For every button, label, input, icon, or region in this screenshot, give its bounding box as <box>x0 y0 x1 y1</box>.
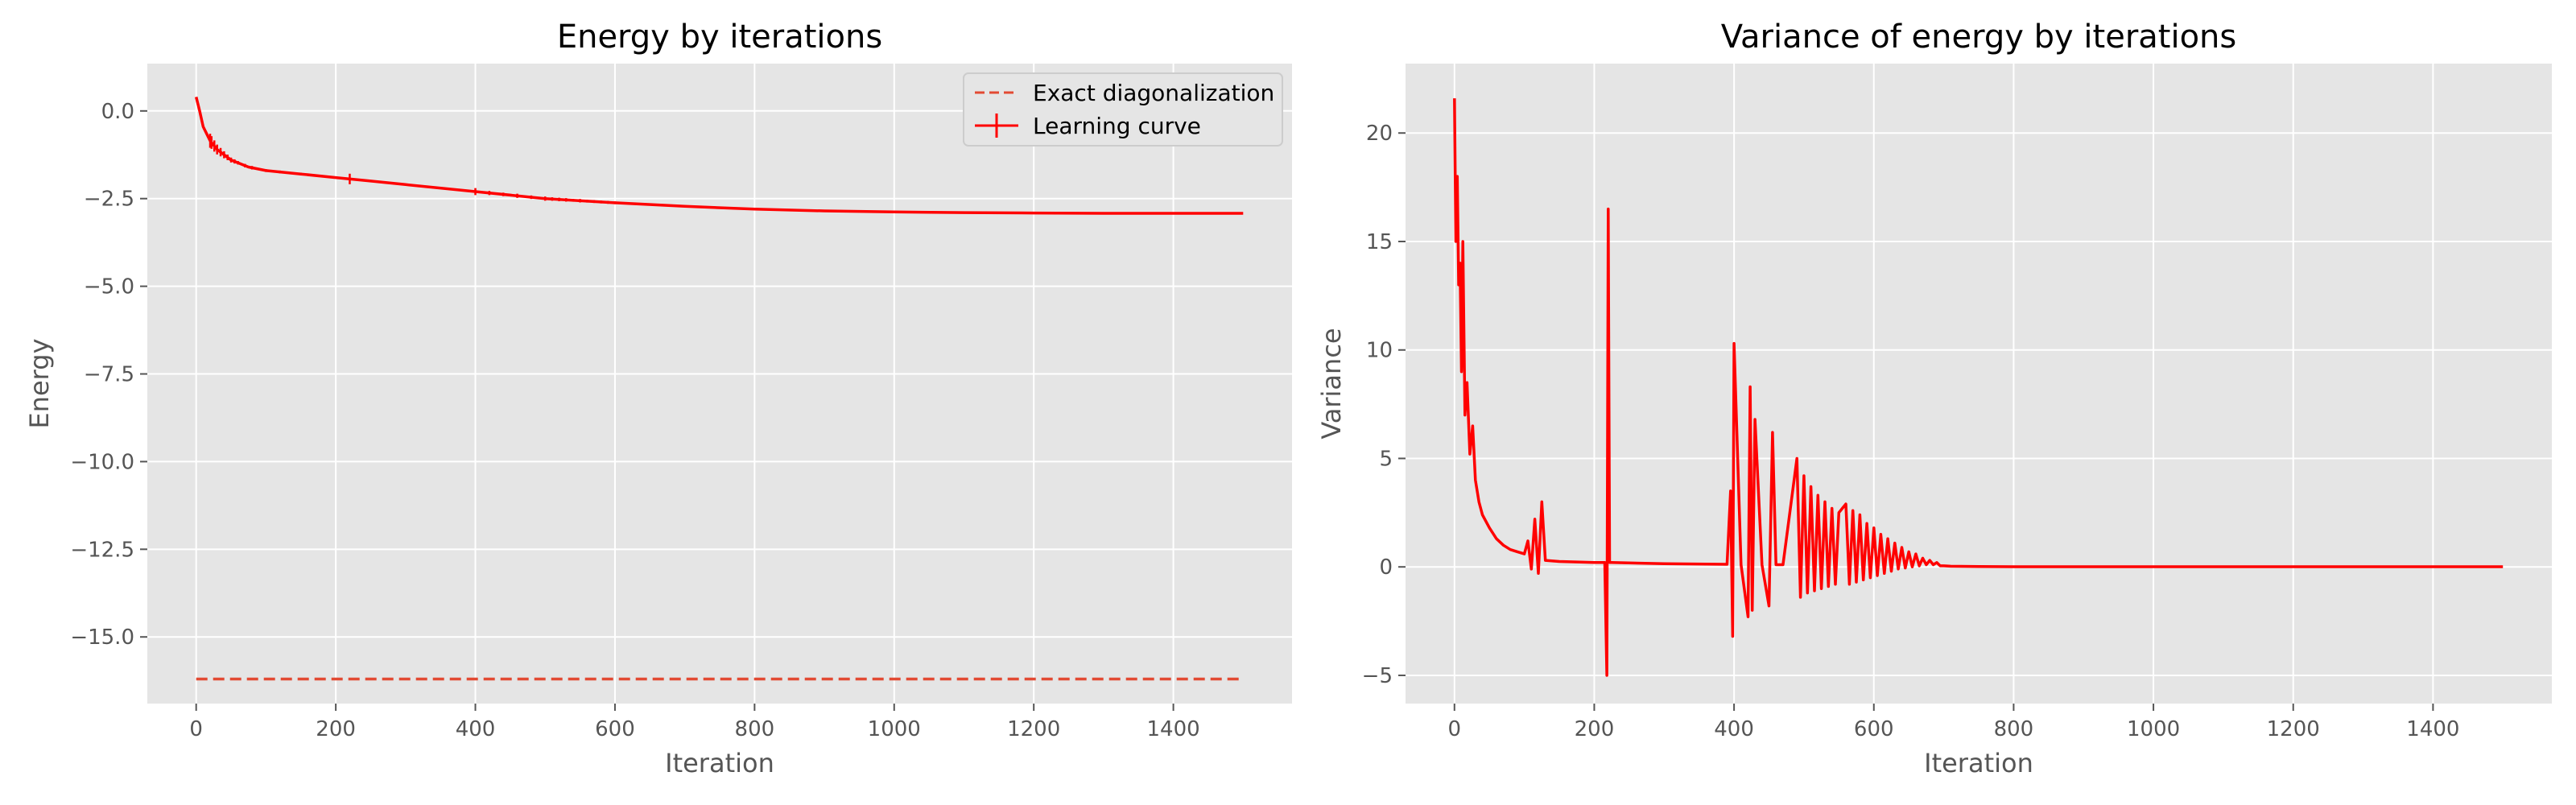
y-tick-label: 20 <box>1366 122 1393 146</box>
energy-series <box>195 96 1244 681</box>
x-tick-label: 800 <box>1994 717 2034 741</box>
series-line-variance <box>1453 98 2504 677</box>
y-tick-label: −5 <box>1362 664 1393 688</box>
x-tick-label: 0 <box>189 717 203 741</box>
energy-chart-title: Energy by iterations <box>557 19 882 56</box>
energy-x-axis-label: Iteration <box>665 748 774 778</box>
y-tick-label: 0.0 <box>101 100 134 124</box>
y-tick-label: −15.0 <box>70 625 134 650</box>
y-tick-label: 0 <box>1379 555 1393 580</box>
y-tick-label: 5 <box>1379 447 1393 471</box>
energy-grid <box>147 64 1292 704</box>
x-tick-label: 1000 <box>868 717 921 741</box>
y-tick-label: 15 <box>1366 230 1393 254</box>
x-tick-label: 600 <box>595 717 635 741</box>
x-tick-label: 0 <box>1448 717 1462 741</box>
x-tick-label: 400 <box>456 717 496 741</box>
energy-y-axis-label: Energy <box>24 338 55 428</box>
variance-chart-title: Variance of energy by iterations <box>1721 19 2236 56</box>
x-tick-label: 800 <box>735 717 775 741</box>
energy-ticks: 0 200 400 600 800 1000 1200 1400 0.0 −2.5 −5.0 −7.5… <box>70 100 1199 741</box>
legend-box <box>963 72 1283 147</box>
x-tick-label: 400 <box>1714 717 1754 741</box>
x-tick-label: 200 <box>316 717 356 741</box>
x-tick-label: 1200 <box>1007 717 1060 741</box>
y-tick-label: −7.5 <box>84 363 134 387</box>
variance-y-axis-label: Variance <box>1316 328 1347 439</box>
y-tick-label: −5.0 <box>84 275 134 299</box>
y-tick-label: −2.5 <box>84 188 134 212</box>
legend-label-exact-diagonalization: Exact diagonalization <box>1033 80 1274 106</box>
variance-ticks: 0 200 400 600 800 1000 1200 1400 20 15 10 5 0 −5 <box>1362 122 2460 741</box>
y-tick-label: −12.5 <box>70 538 134 562</box>
series-line-learning-curve <box>195 96 1244 215</box>
variance-plot-background <box>1406 64 2552 704</box>
energy-panel: 0 200 400 600 800 1000 1200 1400 0.0 −2.5 −5.0 −7.5… <box>24 19 1292 778</box>
variance-panel: 0 200 400 600 800 1000 1200 1400 20 15 10 5 0 −5 Vari… <box>1316 19 2552 778</box>
x-tick-label: 1400 <box>1147 717 1200 741</box>
x-tick-label: 200 <box>1575 717 1615 741</box>
x-tick-label: 1000 <box>2127 717 2180 741</box>
energy-plot-background <box>147 64 1292 704</box>
energy-legend: Exact diagonalization Learning curve <box>963 72 1283 147</box>
variance-x-axis-label: Iteration <box>1924 748 2033 778</box>
variance-series <box>1453 98 2504 677</box>
y-tick-label: −10.0 <box>70 450 134 474</box>
y-tick-label: 10 <box>1366 339 1393 363</box>
x-tick-label: 1200 <box>2267 717 2320 741</box>
x-tick-label: 600 <box>1854 717 1894 741</box>
x-tick-label: 1400 <box>2406 717 2459 741</box>
legend-label-learning-curve: Learning curve <box>1033 113 1201 139</box>
